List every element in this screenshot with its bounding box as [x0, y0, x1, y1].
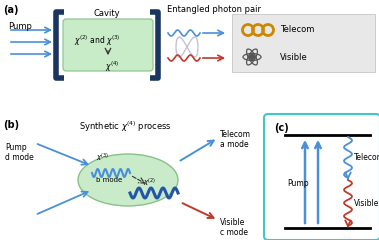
Text: Entangled photon pair: Entangled photon pair — [167, 5, 261, 14]
Text: b mode: b mode — [96, 177, 122, 183]
Text: Cavity: Cavity — [94, 9, 120, 18]
FancyBboxPatch shape — [63, 19, 153, 71]
Text: Pump
d mode: Pump d mode — [5, 143, 34, 162]
Text: $\chi^{(4)}$: $\chi^{(4)}$ — [105, 60, 119, 74]
Text: Synthetic $\chi^{(4)}$ process: Synthetic $\chi^{(4)}$ process — [79, 120, 171, 134]
Text: Telecom: Telecom — [354, 152, 379, 162]
Text: $\chi^{(3)}$: $\chi^{(3)}$ — [96, 152, 109, 164]
FancyBboxPatch shape — [232, 14, 375, 72]
Text: Visible
c mode: Visible c mode — [220, 218, 248, 237]
Text: Pump: Pump — [8, 22, 32, 31]
Text: Telecom
a mode: Telecom a mode — [220, 130, 251, 149]
Text: Visible: Visible — [354, 198, 379, 208]
Text: Pump: Pump — [287, 179, 309, 187]
Text: Telecom: Telecom — [280, 25, 314, 35]
Text: (b): (b) — [3, 120, 19, 130]
FancyBboxPatch shape — [264, 114, 379, 240]
Text: (a): (a) — [3, 5, 19, 15]
Text: (c): (c) — [274, 123, 289, 133]
Circle shape — [249, 54, 255, 60]
Text: $\chi^{(2)}$: $\chi^{(2)}$ — [143, 177, 156, 189]
Text: Visible: Visible — [280, 53, 308, 61]
Ellipse shape — [78, 154, 178, 206]
Text: $\chi^{(2)}$ and $\chi^{(3)}$: $\chi^{(2)}$ and $\chi^{(3)}$ — [74, 34, 120, 48]
